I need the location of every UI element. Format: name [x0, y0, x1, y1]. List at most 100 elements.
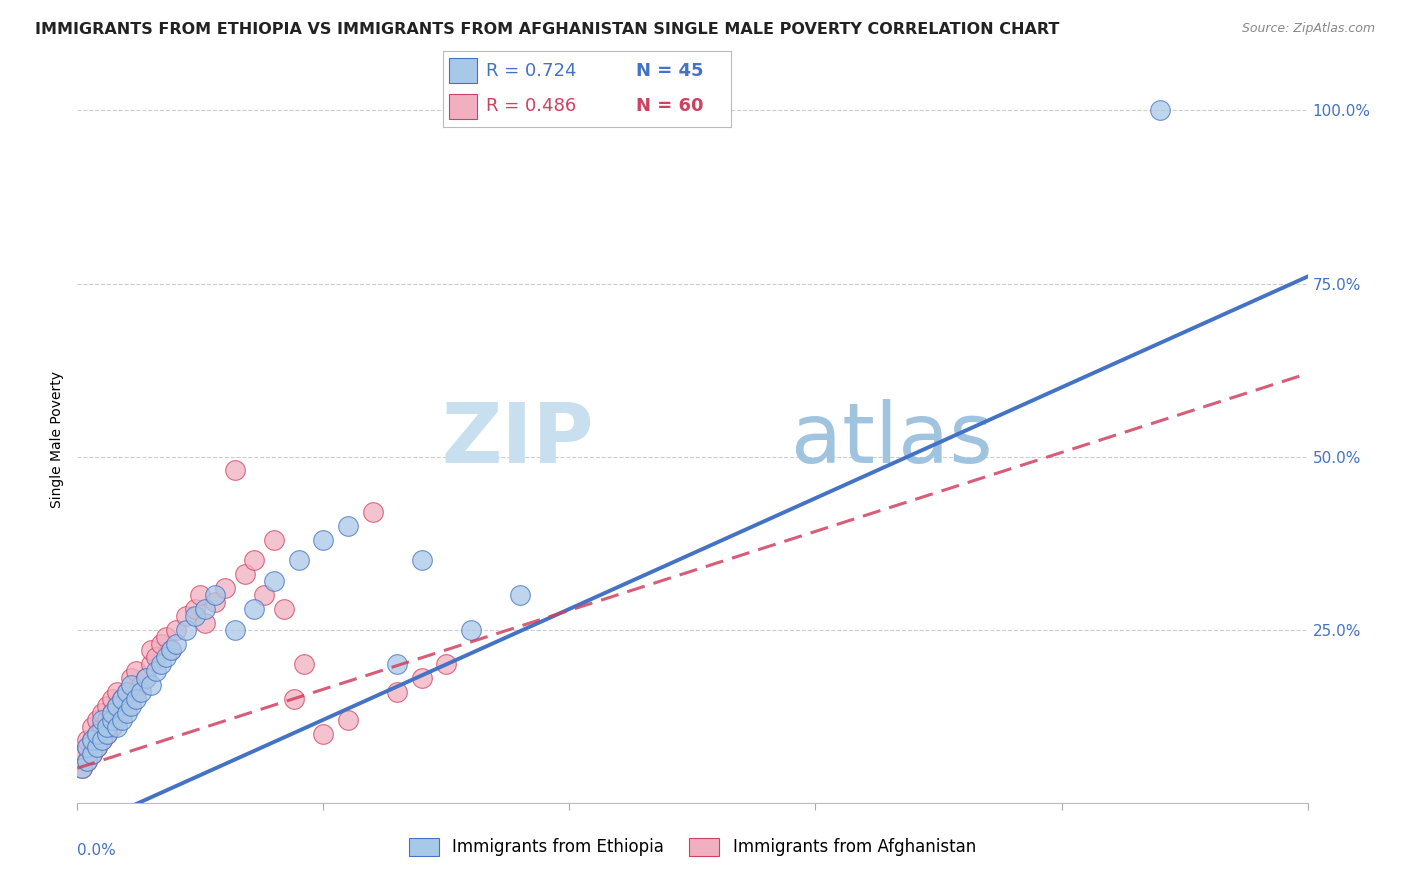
Text: N = 45: N = 45 [636, 62, 703, 79]
Point [90, 733, 114, 747]
Point [111, 706, 132, 720]
Point [101, 713, 124, 727]
Point [82, 747, 104, 762]
Point [337, 713, 360, 727]
Point [273, 602, 295, 616]
Point [125, 685, 148, 699]
Point [82, 747, 104, 762]
Point [111, 692, 132, 706]
Point [101, 692, 124, 706]
Point [204, 588, 226, 602]
Point [160, 643, 183, 657]
Point [233, 567, 256, 582]
Text: R = 0.486: R = 0.486 [486, 97, 576, 115]
Point [115, 698, 138, 713]
Point [174, 623, 197, 637]
Point [312, 726, 335, 740]
Point [204, 595, 226, 609]
Point [288, 553, 311, 567]
Point [96, 726, 118, 740]
Text: 0.0%: 0.0% [77, 843, 117, 858]
Point [135, 671, 157, 685]
Point [141, 678, 163, 692]
Point [283, 692, 305, 706]
Point [86, 713, 108, 727]
Point [165, 636, 187, 650]
Text: IMMIGRANTS FROM ETHIOPIA VS IMMIGRANTS FROM AFGHANISTAN SINGLE MALE POVERTY CORR: IMMIGRANTS FROM ETHIOPIA VS IMMIGRANTS F… [35, 22, 1060, 37]
Point [263, 533, 285, 547]
Point [243, 602, 266, 616]
Point [105, 685, 128, 699]
Point [115, 685, 138, 699]
Point [111, 692, 132, 706]
Point [243, 553, 266, 567]
Point [125, 692, 148, 706]
Point [141, 657, 163, 672]
Point [76, 740, 98, 755]
Point [96, 713, 118, 727]
Point [86, 740, 108, 755]
Point [70, 761, 93, 775]
Point [96, 698, 118, 713]
Point [145, 650, 167, 665]
Point [337, 519, 360, 533]
Point [115, 685, 138, 699]
Point [129, 678, 153, 692]
Point [174, 608, 197, 623]
Legend: Immigrants from Ethiopia, Immigrants from Afghanistan: Immigrants from Ethiopia, Immigrants fro… [409, 838, 976, 856]
Point [96, 726, 118, 740]
Point [90, 733, 114, 747]
Point [214, 581, 236, 595]
FancyBboxPatch shape [449, 94, 478, 119]
Point [105, 720, 128, 734]
Point [125, 665, 148, 679]
Point [96, 720, 118, 734]
Point [105, 698, 128, 713]
Point [184, 608, 207, 623]
Point [76, 740, 98, 755]
Point [82, 733, 104, 747]
Point [105, 713, 128, 727]
Point [129, 685, 153, 699]
Point [411, 553, 433, 567]
Point [1149, 103, 1171, 118]
Point [160, 643, 183, 657]
Point [165, 623, 187, 637]
Text: R = 0.724: R = 0.724 [486, 62, 576, 79]
Point [150, 657, 173, 672]
Point [101, 706, 124, 720]
Point [292, 657, 315, 672]
Point [150, 636, 173, 650]
Point [70, 747, 93, 762]
Point [135, 671, 157, 685]
Y-axis label: Single Male Poverty: Single Male Poverty [51, 371, 65, 508]
Point [312, 533, 335, 547]
Text: Source: ZipAtlas.com: Source: ZipAtlas.com [1241, 22, 1375, 36]
Point [263, 574, 285, 589]
Point [385, 657, 409, 672]
Point [86, 740, 108, 755]
Point [86, 726, 108, 740]
Point [194, 615, 217, 630]
Point [90, 706, 114, 720]
Point [411, 671, 433, 685]
Point [145, 665, 167, 679]
Point [194, 602, 217, 616]
Point [121, 692, 143, 706]
Point [76, 754, 98, 768]
Point [188, 588, 212, 602]
Point [253, 588, 276, 602]
Point [121, 671, 143, 685]
Point [460, 623, 482, 637]
Point [90, 720, 114, 734]
Point [121, 698, 143, 713]
Point [224, 623, 246, 637]
Point [101, 706, 124, 720]
Point [141, 643, 163, 657]
Point [111, 713, 132, 727]
Point [70, 761, 93, 775]
Point [101, 720, 124, 734]
Point [509, 588, 531, 602]
Point [86, 726, 108, 740]
Point [82, 733, 104, 747]
